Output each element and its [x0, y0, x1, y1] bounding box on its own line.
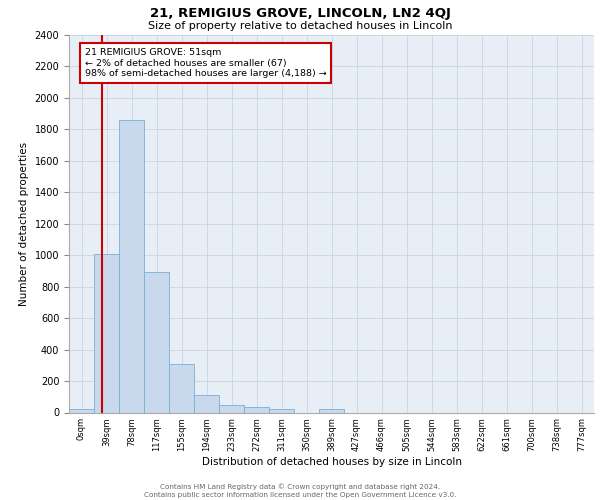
- Bar: [169, 364, 194, 412]
- Bar: [119, 120, 144, 412]
- Text: Contains HM Land Registry data © Crown copyright and database right 2024.
Contai: Contains HM Land Registry data © Crown c…: [144, 484, 456, 498]
- Bar: [269, 410, 294, 412]
- Text: 21 REMIGIUS GROVE: 51sqm
← 2% of detached houses are smaller (67)
98% of semi-de: 21 REMIGIUS GROVE: 51sqm ← 2% of detache…: [85, 48, 326, 78]
- Bar: [194, 395, 219, 412]
- Y-axis label: Number of detached properties: Number of detached properties: [19, 142, 29, 306]
- Text: Size of property relative to detached houses in Lincoln: Size of property relative to detached ho…: [148, 21, 452, 31]
- X-axis label: Distribution of detached houses by size in Lincoln: Distribution of detached houses by size …: [202, 457, 461, 467]
- Text: 21, REMIGIUS GROVE, LINCOLN, LN2 4QJ: 21, REMIGIUS GROVE, LINCOLN, LN2 4QJ: [149, 8, 451, 20]
- Bar: [319, 410, 344, 412]
- Bar: [69, 410, 94, 412]
- Bar: [94, 254, 119, 412]
- Bar: [144, 272, 169, 412]
- Bar: [219, 404, 244, 412]
- Bar: [244, 407, 269, 412]
